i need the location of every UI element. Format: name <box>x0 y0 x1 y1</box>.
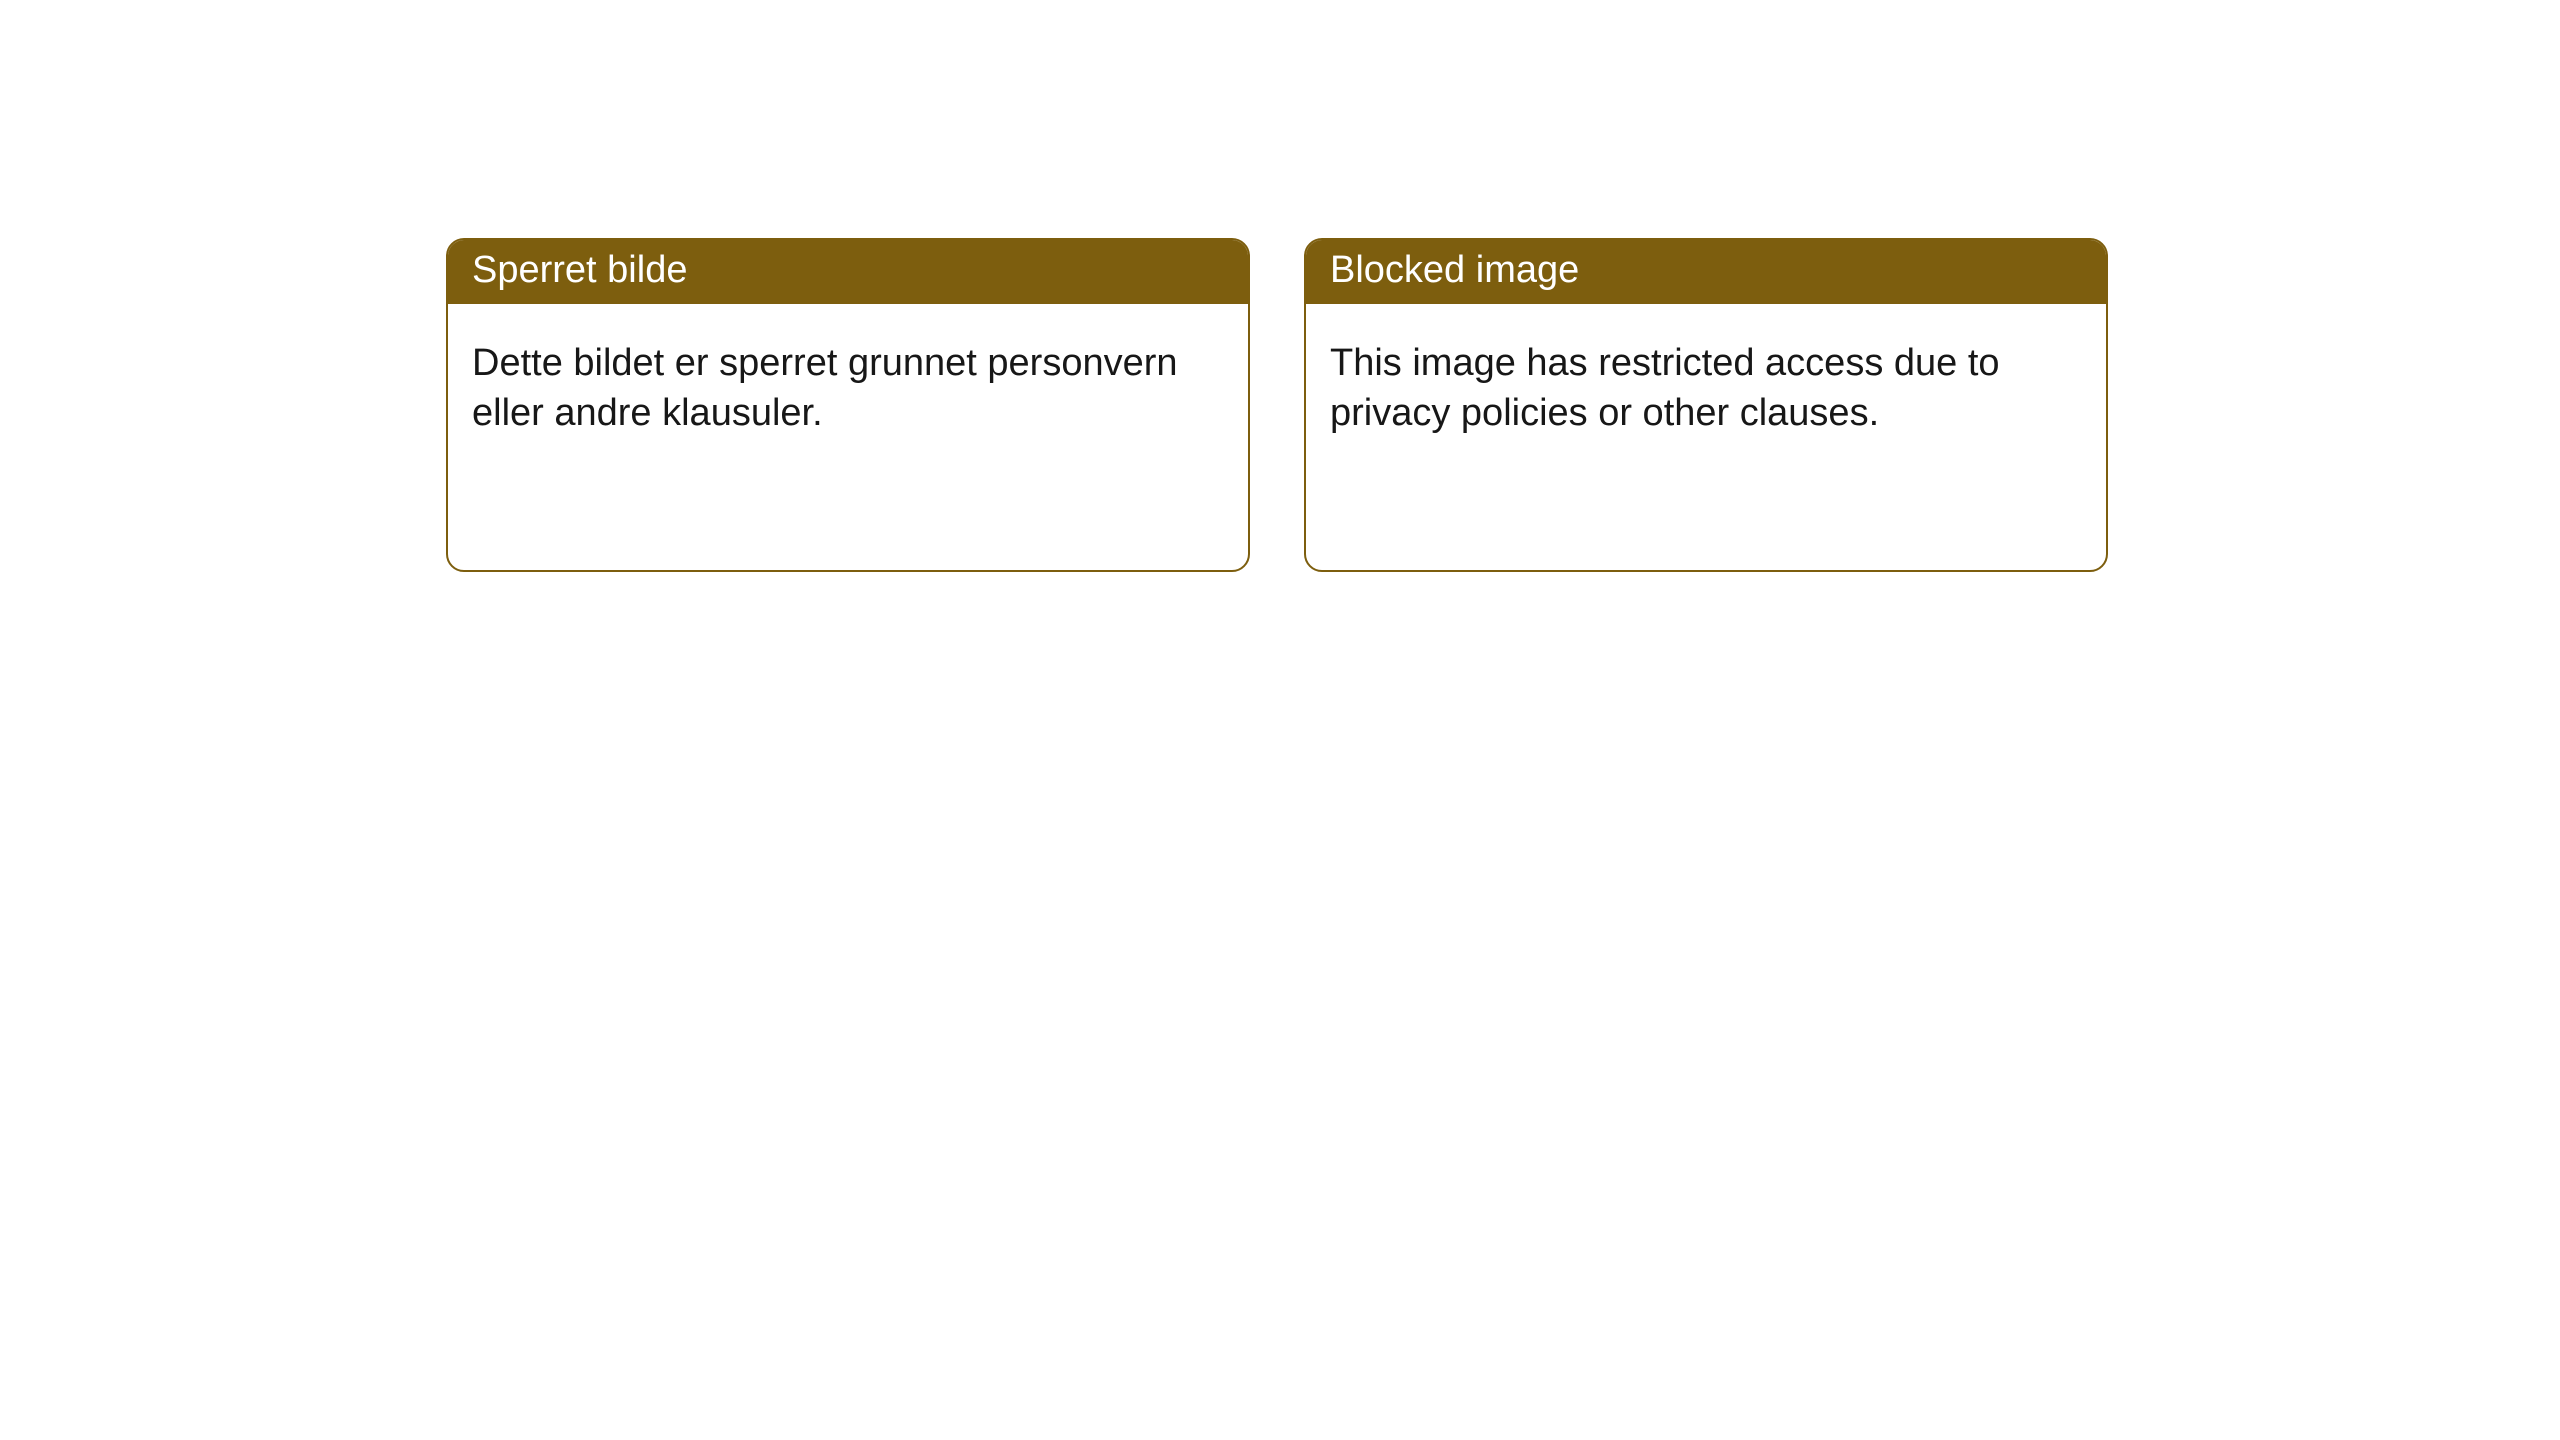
notice-card-body: This image has restricted access due to … <box>1306 304 2106 463</box>
notice-title: Sperret bilde <box>472 249 687 291</box>
notice-card-norwegian: Sperret bilde Dette bildet er sperret gr… <box>446 238 1250 572</box>
notice-body-text: Dette bildet er sperret grunnet personve… <box>472 342 1178 435</box>
notice-container: Sperret bilde Dette bildet er sperret gr… <box>0 0 2560 572</box>
notice-card-english: Blocked image This image has restricted … <box>1304 238 2108 572</box>
notice-card-header: Sperret bilde <box>448 240 1248 304</box>
notice-card-header: Blocked image <box>1306 240 2106 304</box>
notice-body-text: This image has restricted access due to … <box>1330 342 2000 435</box>
notice-title: Blocked image <box>1330 249 1579 291</box>
notice-card-body: Dette bildet er sperret grunnet personve… <box>448 304 1248 463</box>
